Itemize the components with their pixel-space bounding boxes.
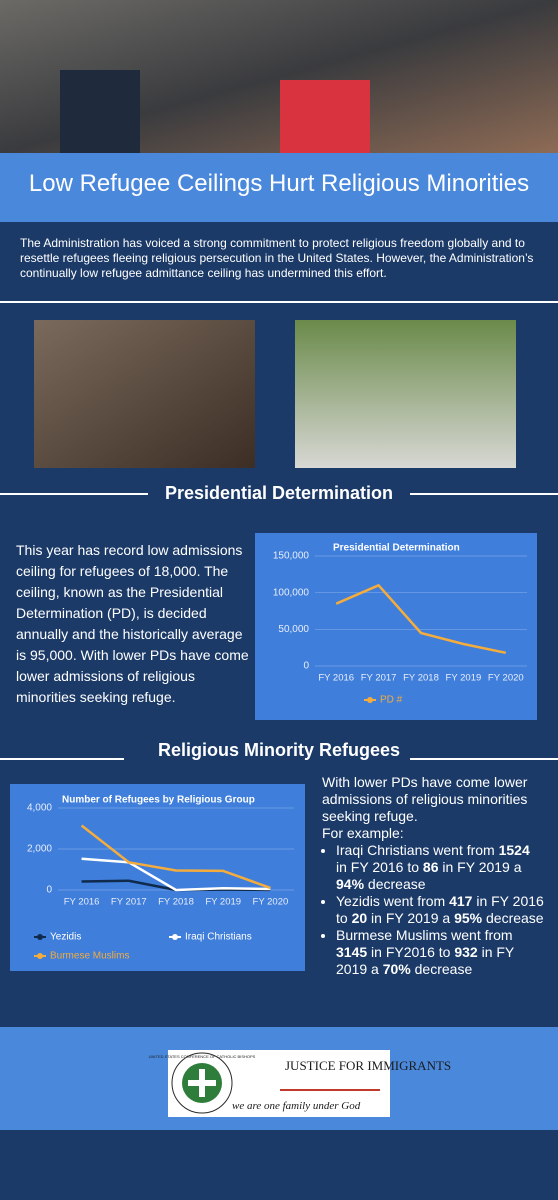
bullet-text: Burmese Muslims went from bbox=[336, 927, 513, 943]
y-tick-label: 4,000 bbox=[27, 803, 52, 814]
highlight: 1524 bbox=[498, 842, 530, 858]
x-tick-label: FY 2019 bbox=[446, 673, 482, 684]
x-tick-label: FY 2020 bbox=[253, 897, 289, 908]
y-tick-label: 150,000 bbox=[273, 551, 310, 562]
highlight: 94% bbox=[336, 876, 365, 892]
photo bbox=[295, 320, 516, 468]
body-text: This year has record low admissions ceil… bbox=[16, 542, 249, 705]
series-line bbox=[80, 824, 271, 890]
title: Low Refugee Ceilings Hurt Religious Mino… bbox=[28, 170, 530, 197]
series-line bbox=[335, 584, 507, 655]
x-tick-label: FY 2016 bbox=[64, 897, 100, 908]
legend-label: Yezidis bbox=[50, 932, 81, 943]
bullet-text: decrease bbox=[410, 961, 473, 977]
highlight: 70% bbox=[382, 961, 411, 977]
bullet-text: in FY 2019 a bbox=[367, 910, 455, 926]
logo-ring-text: UNITED STATES CONFERENCE OF CATHOLIC BIS… bbox=[149, 1054, 256, 1059]
highlight: 95% bbox=[454, 910, 483, 926]
legend-label: PD # bbox=[380, 695, 403, 706]
y-tick-label: 0 bbox=[303, 661, 309, 672]
bullet-text: Iraqi Christians went from bbox=[336, 842, 499, 858]
x-tick-label: FY 2020 bbox=[488, 673, 524, 684]
bullet-text: decrease bbox=[364, 876, 426, 892]
photo-detail bbox=[280, 80, 370, 153]
chart-title: Number of Refugees by Religious Group bbox=[62, 795, 255, 806]
example-text: For example: bbox=[322, 825, 404, 841]
chart-panel bbox=[10, 784, 305, 971]
bullet-text: decrease bbox=[482, 910, 544, 926]
intro-text: The Administration has voiced a strong c… bbox=[20, 236, 534, 280]
bullet-text: in FY2016 to bbox=[367, 944, 455, 960]
highlight: 417 bbox=[449, 893, 473, 909]
bullet-text: in FY 2016 to bbox=[336, 893, 544, 926]
highlight: 3145 bbox=[336, 944, 368, 960]
series-line bbox=[81, 857, 271, 892]
legend-swatch bbox=[367, 697, 373, 703]
text-block: With lower PDs have come lower admission… bbox=[322, 774, 544, 978]
legend-label: Iraqi Christians bbox=[185, 932, 252, 943]
title-banner bbox=[0, 153, 558, 222]
bullet-text: in FY 2016 to bbox=[336, 859, 423, 875]
logo-title: JUSTICE FOR IMMIGRANTS bbox=[285, 1058, 452, 1073]
legend-swatch bbox=[37, 934, 43, 940]
section-heading: Presidential Determination bbox=[164, 483, 394, 503]
legend-label: Burmese Muslims bbox=[50, 951, 129, 962]
y-tick-label: 50,000 bbox=[278, 624, 309, 635]
x-tick-label: FY 2018 bbox=[403, 673, 439, 684]
photo-detail bbox=[60, 70, 140, 153]
logo-tagline: we are one family under God bbox=[232, 1100, 361, 1112]
lead-text: With lower PDs have come lower admission… bbox=[322, 774, 528, 824]
legend-swatch bbox=[37, 953, 43, 959]
bullet: Yezidis went from 417 in FY 2016 to 20 i… bbox=[336, 893, 544, 927]
bullet-text: in FY 2019 a bbox=[438, 859, 522, 875]
bullet-text: Yezidis went from bbox=[336, 893, 450, 909]
highlight: 86 bbox=[422, 859, 439, 875]
y-tick-label: 0 bbox=[46, 885, 52, 896]
section-heading: Religious Minority Refugees bbox=[157, 740, 401, 760]
highlight: 932 bbox=[454, 944, 478, 960]
x-tick-label: FY 2017 bbox=[361, 673, 397, 684]
y-tick-label: 2,000 bbox=[27, 844, 52, 855]
chart-title: Presidential Determination bbox=[333, 543, 460, 554]
bullet-text: in FY 2019 a bbox=[336, 944, 514, 977]
bullet: Iraqi Christians went from 1524 in FY 20… bbox=[336, 842, 544, 893]
x-tick-label: FY 2018 bbox=[158, 897, 194, 908]
x-tick-label: FY 2017 bbox=[111, 897, 147, 908]
x-tick-label: FY 2016 bbox=[318, 673, 354, 684]
chart-panel bbox=[255, 533, 537, 720]
x-tick-label: FY 2019 bbox=[205, 897, 241, 908]
bullet-list: Iraqi Christians went from 1524 in FY 20… bbox=[322, 842, 544, 978]
y-tick-label: 100,000 bbox=[273, 587, 310, 598]
bullet: Burmese Muslims went from 3145 in FY2016… bbox=[336, 927, 544, 978]
photo bbox=[34, 320, 255, 468]
highlight: 20 bbox=[351, 910, 368, 926]
logo-cross bbox=[188, 1080, 216, 1086]
legend-swatch bbox=[172, 934, 178, 940]
